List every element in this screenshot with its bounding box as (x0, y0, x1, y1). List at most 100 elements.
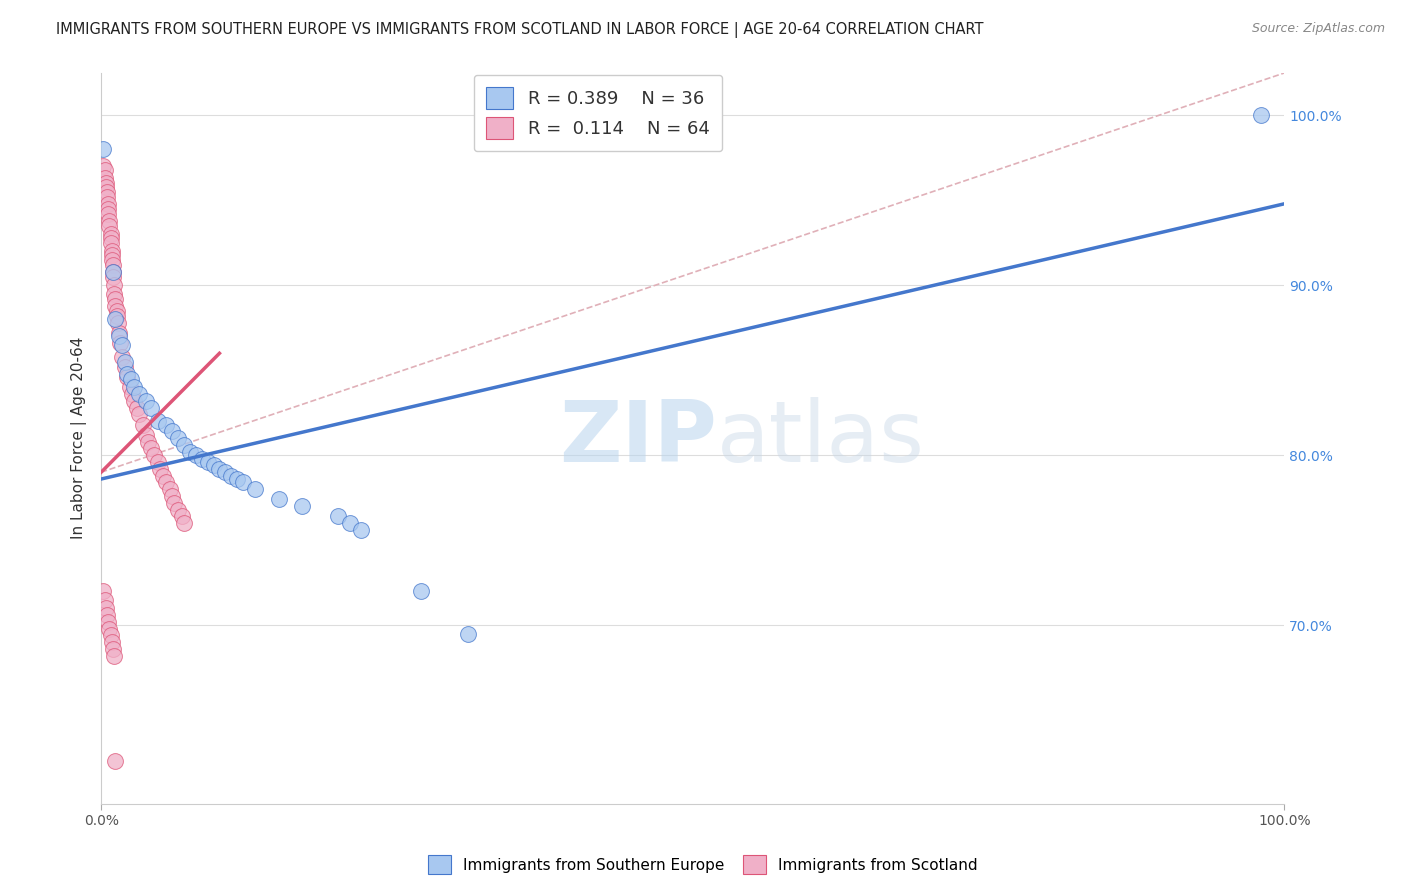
Point (159, 482, 181, 496)
Point (93, 162, 115, 177)
Point (139, 442, 162, 456)
Point (101, 265, 124, 279)
Point (267, 492, 290, 507)
Point (108, 326, 131, 340)
Point (202, 458, 225, 473)
Point (101, 258, 124, 272)
Point (105, 303, 128, 318)
Point (208, 462, 231, 476)
Point (1250, 108, 1272, 122)
Point (173, 516, 195, 531)
Point (125, 401, 148, 415)
Point (111, 338, 134, 352)
Point (93, 160, 115, 174)
Point (93, 143, 115, 157)
Point (96, 185, 118, 199)
Point (115, 370, 138, 384)
Point (131, 417, 153, 432)
Legend: R = 0.389    N = 36, R =  0.114    N = 64: R = 0.389 N = 36, R = 0.114 N = 64 (474, 75, 723, 152)
Text: Source: ZipAtlas.com: Source: ZipAtlas.com (1251, 22, 1385, 36)
Point (93, 584, 115, 599)
Point (219, 468, 242, 483)
Point (100, 231, 122, 245)
Point (121, 387, 143, 401)
Y-axis label: In Labor Force | Age 20-64: In Labor Force | Age 20-64 (72, 337, 87, 540)
Point (138, 434, 160, 449)
Point (291, 499, 314, 513)
Point (93, 171, 115, 186)
Point (97, 196, 120, 211)
Point (96, 607, 118, 622)
Point (100, 628, 122, 642)
Point (163, 496, 186, 510)
Point (97, 615, 120, 629)
Point (173, 438, 195, 452)
Point (128, 408, 150, 422)
Point (103, 278, 125, 293)
Text: atlas: atlas (717, 397, 924, 480)
Point (98, 622, 121, 636)
Point (101, 244, 124, 259)
Point (103, 286, 125, 301)
Point (232, 475, 254, 490)
Point (94, 177, 117, 191)
Point (104, 754, 127, 768)
Point (101, 641, 124, 656)
Point (214, 465, 236, 479)
Point (118, 380, 141, 394)
Point (105, 309, 128, 323)
Point (111, 350, 134, 364)
Legend: Immigrants from Southern Europe, Immigrants from Scotland: Immigrants from Southern Europe, Immigra… (422, 849, 984, 880)
Point (155, 475, 177, 490)
Point (93, 592, 115, 607)
Point (114, 359, 136, 374)
Point (114, 355, 136, 369)
Point (149, 462, 172, 476)
Point (339, 516, 361, 531)
Point (143, 448, 166, 462)
Text: ZIP: ZIP (558, 397, 717, 480)
Point (146, 414, 169, 428)
Point (167, 431, 190, 445)
Point (97, 207, 120, 221)
Point (100, 227, 122, 242)
Point (179, 445, 201, 459)
Point (101, 252, 124, 267)
Point (104, 292, 127, 306)
Point (108, 336, 131, 351)
Point (103, 648, 125, 663)
Point (152, 468, 174, 483)
Point (160, 489, 183, 503)
Point (170, 509, 193, 524)
Point (96, 190, 118, 204)
Point (115, 367, 138, 381)
Point (135, 393, 157, 408)
Point (101, 635, 124, 649)
Point (94, 601, 117, 615)
Point (350, 523, 373, 537)
Point (104, 312, 127, 326)
Point (122, 393, 145, 408)
Point (128, 387, 150, 401)
Point (326, 509, 349, 524)
Point (135, 428, 157, 442)
Point (101, 265, 124, 279)
Point (155, 417, 177, 432)
Point (197, 455, 219, 469)
Point (120, 372, 142, 386)
Point (409, 584, 432, 599)
Point (146, 455, 169, 469)
Point (100, 235, 122, 250)
Point (101, 269, 124, 284)
Point (98, 214, 121, 228)
Point (108, 329, 131, 343)
Point (98, 219, 121, 233)
Text: IMMIGRANTS FROM SOUTHERN EUROPE VS IMMIGRANTS FROM SCOTLAND IN LABOR FORCE | AGE: IMMIGRANTS FROM SOUTHERN EUROPE VS IMMIG… (56, 22, 984, 38)
Point (104, 299, 127, 313)
Point (167, 502, 190, 516)
Point (184, 448, 207, 462)
Point (243, 482, 266, 496)
Point (101, 248, 124, 262)
Point (107, 316, 129, 330)
Point (122, 380, 145, 394)
